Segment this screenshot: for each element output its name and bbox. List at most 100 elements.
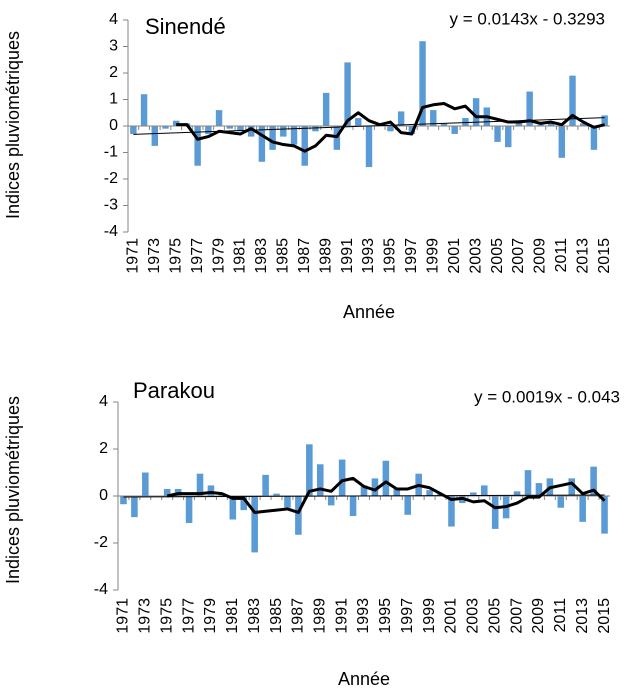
bar bbox=[448, 496, 455, 527]
x-tick-label: 1975 bbox=[158, 598, 175, 634]
x-tick-label: 2013 bbox=[574, 238, 591, 274]
y-tick-label: -2 bbox=[104, 170, 118, 187]
x-tick-label: 1979 bbox=[210, 238, 227, 274]
bar bbox=[547, 123, 555, 126]
bar bbox=[327, 496, 335, 506]
x-tick-label: 2007 bbox=[508, 598, 525, 634]
bar bbox=[344, 62, 351, 126]
bar bbox=[426, 490, 433, 496]
x-tick-label: 1989 bbox=[311, 598, 328, 634]
y-tick-label: 2 bbox=[99, 440, 108, 457]
x-tick-label: 1997 bbox=[403, 238, 420, 274]
moving-average-line bbox=[166, 476, 606, 514]
bar bbox=[226, 126, 233, 129]
bar bbox=[262, 474, 269, 496]
bar bbox=[229, 496, 237, 520]
bar bbox=[404, 496, 412, 515]
bar bbox=[196, 473, 204, 496]
chart-title: Sinendé bbox=[145, 14, 226, 39]
x-tick-label: 1999 bbox=[424, 238, 441, 274]
x-tick-label: 1993 bbox=[355, 598, 372, 634]
chart-title: Parakou bbox=[133, 378, 215, 403]
y-tick-label: 3 bbox=[109, 38, 118, 55]
bar bbox=[480, 485, 488, 496]
bar bbox=[557, 496, 565, 508]
bar bbox=[151, 126, 158, 146]
bar bbox=[440, 123, 448, 126]
bar bbox=[284, 496, 291, 508]
moving-average-line bbox=[176, 101, 605, 153]
x-tick-label: 1997 bbox=[399, 598, 416, 634]
x-tick-label: 1987 bbox=[296, 238, 313, 274]
bar bbox=[491, 496, 499, 529]
bar bbox=[258, 126, 266, 162]
x-tick-label: 1981 bbox=[232, 238, 249, 274]
bar bbox=[240, 496, 248, 511]
y-tick-label: 1 bbox=[109, 91, 118, 108]
bar bbox=[590, 126, 598, 150]
x-tick-label: 2011 bbox=[552, 598, 569, 633]
bar bbox=[419, 41, 426, 127]
bar bbox=[590, 466, 597, 496]
bar bbox=[251, 496, 258, 553]
x-tick-label: 1995 bbox=[377, 598, 394, 634]
x-tick-label: 1981 bbox=[224, 598, 241, 634]
x-tick-label: 1985 bbox=[268, 598, 285, 634]
x-tick-label: 1971 bbox=[115, 598, 132, 634]
x-tick-label: 1977 bbox=[180, 598, 197, 634]
bar bbox=[568, 478, 576, 496]
y-tick-label: -4 bbox=[104, 223, 118, 240]
bar bbox=[397, 111, 405, 126]
bar bbox=[393, 488, 401, 496]
y-tick-label: 4 bbox=[109, 11, 118, 28]
bar bbox=[371, 478, 379, 496]
x-axis-title: Année bbox=[338, 669, 390, 689]
y-tick-label: 4 bbox=[99, 393, 108, 410]
bar bbox=[215, 110, 223, 126]
bar bbox=[365, 126, 373, 168]
bar bbox=[120, 496, 127, 505]
trend-equation: y = 0.0019x - 0.043 bbox=[474, 387, 620, 406]
bar bbox=[163, 488, 171, 496]
x-tick-label: 2005 bbox=[486, 598, 503, 634]
x-tick-label: 2001 bbox=[446, 238, 463, 274]
y-tick-label: 0 bbox=[99, 487, 108, 504]
x-tick-label: 2003 bbox=[467, 238, 484, 274]
x-tick-label: 2013 bbox=[574, 598, 591, 634]
x-tick-label: 1983 bbox=[246, 598, 263, 634]
x-tick-label: 1977 bbox=[189, 238, 206, 274]
bar bbox=[472, 98, 480, 126]
bar bbox=[185, 496, 193, 524]
y-tick-label: -2 bbox=[94, 534, 108, 551]
bar bbox=[312, 126, 319, 132]
bar bbox=[360, 485, 368, 496]
bar bbox=[207, 485, 215, 496]
x-tick-label: 1973 bbox=[137, 598, 154, 634]
bar bbox=[355, 118, 362, 126]
bar bbox=[513, 491, 521, 496]
bar bbox=[306, 444, 313, 496]
x-tick-label: 1991 bbox=[339, 238, 356, 274]
bar bbox=[451, 126, 458, 134]
bar bbox=[494, 126, 501, 142]
bar bbox=[338, 459, 346, 496]
bar bbox=[130, 126, 137, 134]
y-tick-label: 0 bbox=[109, 117, 118, 134]
bar bbox=[349, 496, 357, 516]
bar bbox=[430, 110, 437, 126]
bar bbox=[194, 126, 201, 166]
bar bbox=[569, 75, 576, 126]
bar bbox=[142, 472, 149, 496]
x-tick-label: 1993 bbox=[360, 238, 377, 274]
x-tick-label: 1983 bbox=[253, 238, 270, 274]
x-tick-label: 1985 bbox=[275, 238, 292, 274]
x-tick-label: 1989 bbox=[317, 238, 334, 274]
bar bbox=[269, 126, 276, 150]
bar bbox=[162, 126, 169, 129]
y-tick-label: 2 bbox=[109, 64, 118, 81]
x-tick-label: 2003 bbox=[465, 598, 482, 634]
bar bbox=[140, 94, 148, 126]
bar bbox=[237, 126, 244, 132]
x-tick-label: 2015 bbox=[596, 238, 613, 274]
